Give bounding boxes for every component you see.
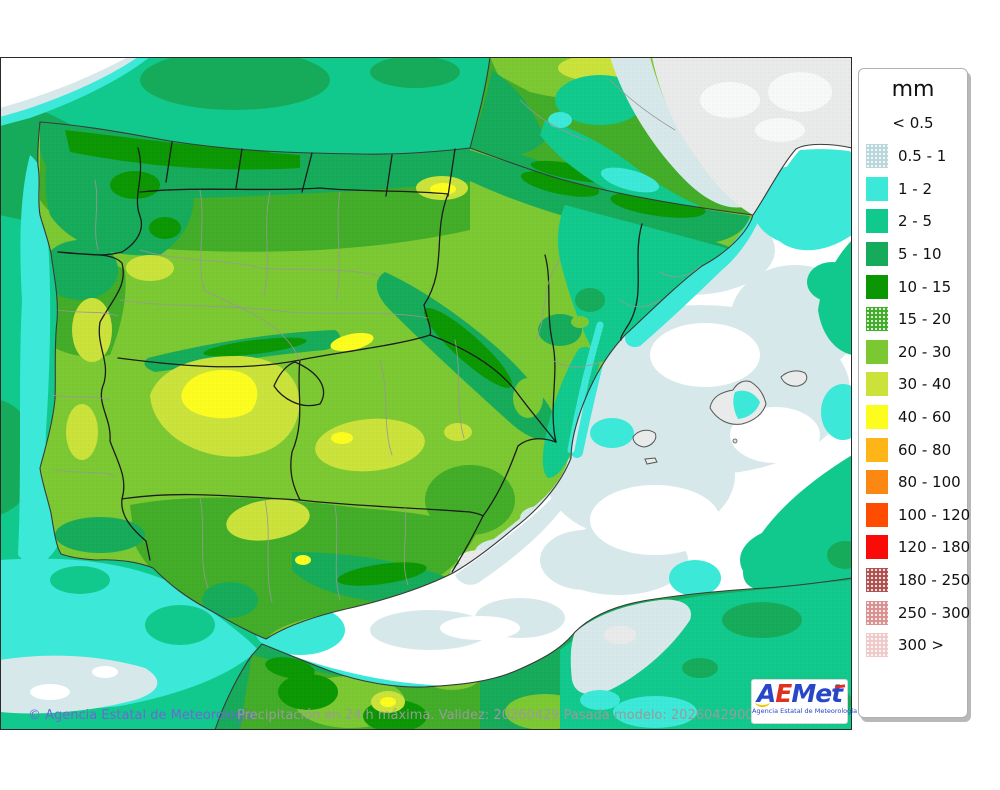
legend-swatch-c30_40 [866,372,888,397]
legend-row-c10_15: 10 - 15 [859,270,967,303]
legend-label-c80_100: 80 - 100 [898,473,961,492]
legend-row-c05_1: 0.5 - 1 [859,140,967,173]
legend-label-c1_2: 1 - 2 [898,179,933,198]
legend-swatch-c250_300 [866,600,888,625]
legend-row-c120_180: 120 - 180 [859,531,971,564]
legend-row-c15_20: 15 - 20 [859,303,967,336]
legend-title: mm [891,77,935,102]
legend-swatch-c180_250 [866,568,888,593]
region-borders [57,141,643,573]
legend-swatch-c20_30 [866,339,888,364]
legend-row-c5_10: 5 - 10 [859,238,967,271]
legend-swatch-c60_80 [866,437,888,462]
logo-letter-e: E [775,679,792,708]
legend-swatch-c1_2 [866,176,888,201]
legend-label-c100_120: 100 - 120 [898,505,971,524]
aemet-logo: AEMet Agencia Estatal de Meteorología [751,679,858,724]
legend-row-c100_120: 100 - 120 [859,499,971,532]
legend-label-c180_250: 180 - 250 [898,571,971,590]
aemet-logo-wordmark: AEMet [756,679,843,708]
coastlines [37,57,852,730]
legend-swatch-c10_15 [866,274,888,299]
legend-row-c80_100: 80 - 100 [859,466,967,499]
map-frame [0,57,852,730]
legend-label-cgt300: 300 > [898,636,944,655]
legend-swatch-c40_60 [866,405,888,430]
legend-label-c30_40: 30 - 40 [898,375,952,394]
legend-rows: 0.5 - 1 1 - 2 2 - 5 5 - 10 10 - 15 15 - 20 20 … [859,140,971,662]
legend-row-c30_40: 30 - 40 [859,368,967,401]
legend-row-c20_30: 20 - 30 [859,336,967,369]
legend-swatch-cgt300 [866,633,888,658]
legend-swatch-c100_120 [866,502,888,527]
logo-letter-m: M [791,679,816,708]
legend-label-c2_5: 2 - 5 [898,212,933,231]
legend-label-c15_20: 15 - 20 [898,310,952,329]
legend-row-c2_5: 2 - 5 [859,205,967,238]
legend-row-c1_2: 1 - 2 [859,173,967,206]
legend-swatch-c120_180 [866,535,888,560]
legend-row-c60_80: 60 - 80 [859,433,967,466]
legend-label-c10_15: 10 - 15 [898,277,952,296]
legend-row-c180_250: 180 - 250 [859,564,971,597]
france-land [470,57,852,215]
legend-label-c5_10: 5 - 10 [898,245,942,264]
legend-swatch-c2_5 [866,209,888,234]
legend-label-c40_60: 40 - 60 [898,408,952,427]
legend-row-c250_300: 250 - 300 [859,596,971,629]
legend-swatch-c80_100 [866,470,888,495]
legend-row-c40_60: 40 - 60 [859,401,967,434]
legend-swatch-c15_20 [866,307,888,332]
legend-label-c250_300: 250 - 300 [898,603,971,622]
legend-label-c05_1: 0.5 - 1 [898,147,947,166]
aemet-logo-subtitle: Agencia Estatal de Meteorología [752,707,858,715]
legend: mm < 0.5 0.5 - 1 1 - 2 2 - 5 5 - 10 10 - 15 1… [858,68,971,718]
legend-label-c20_30: 20 - 30 [898,342,952,361]
legend-swatch-c05_1 [866,144,888,169]
logo-letter-t: t [831,679,843,708]
legend-entry-lt05: < 0.5 [892,114,934,132]
legend-label-c60_80: 60 - 80 [898,440,952,459]
legend-label-c120_180: 120 - 180 [898,538,971,557]
precipitation-map [0,57,852,730]
map-caption: Precipitación en 24 h máxima. Validez: 2… [237,708,754,723]
map-attribution: © Agencia Estatal de Meteorología [28,708,256,723]
legend-swatch-c5_10 [866,242,888,267]
logo-letter-a: A [756,679,776,708]
logo-letter-e2: e [815,679,832,708]
legend-row-cgt300: 300 > [859,629,967,662]
balearic-islands [632,370,808,465]
province-borders [51,79,701,603]
